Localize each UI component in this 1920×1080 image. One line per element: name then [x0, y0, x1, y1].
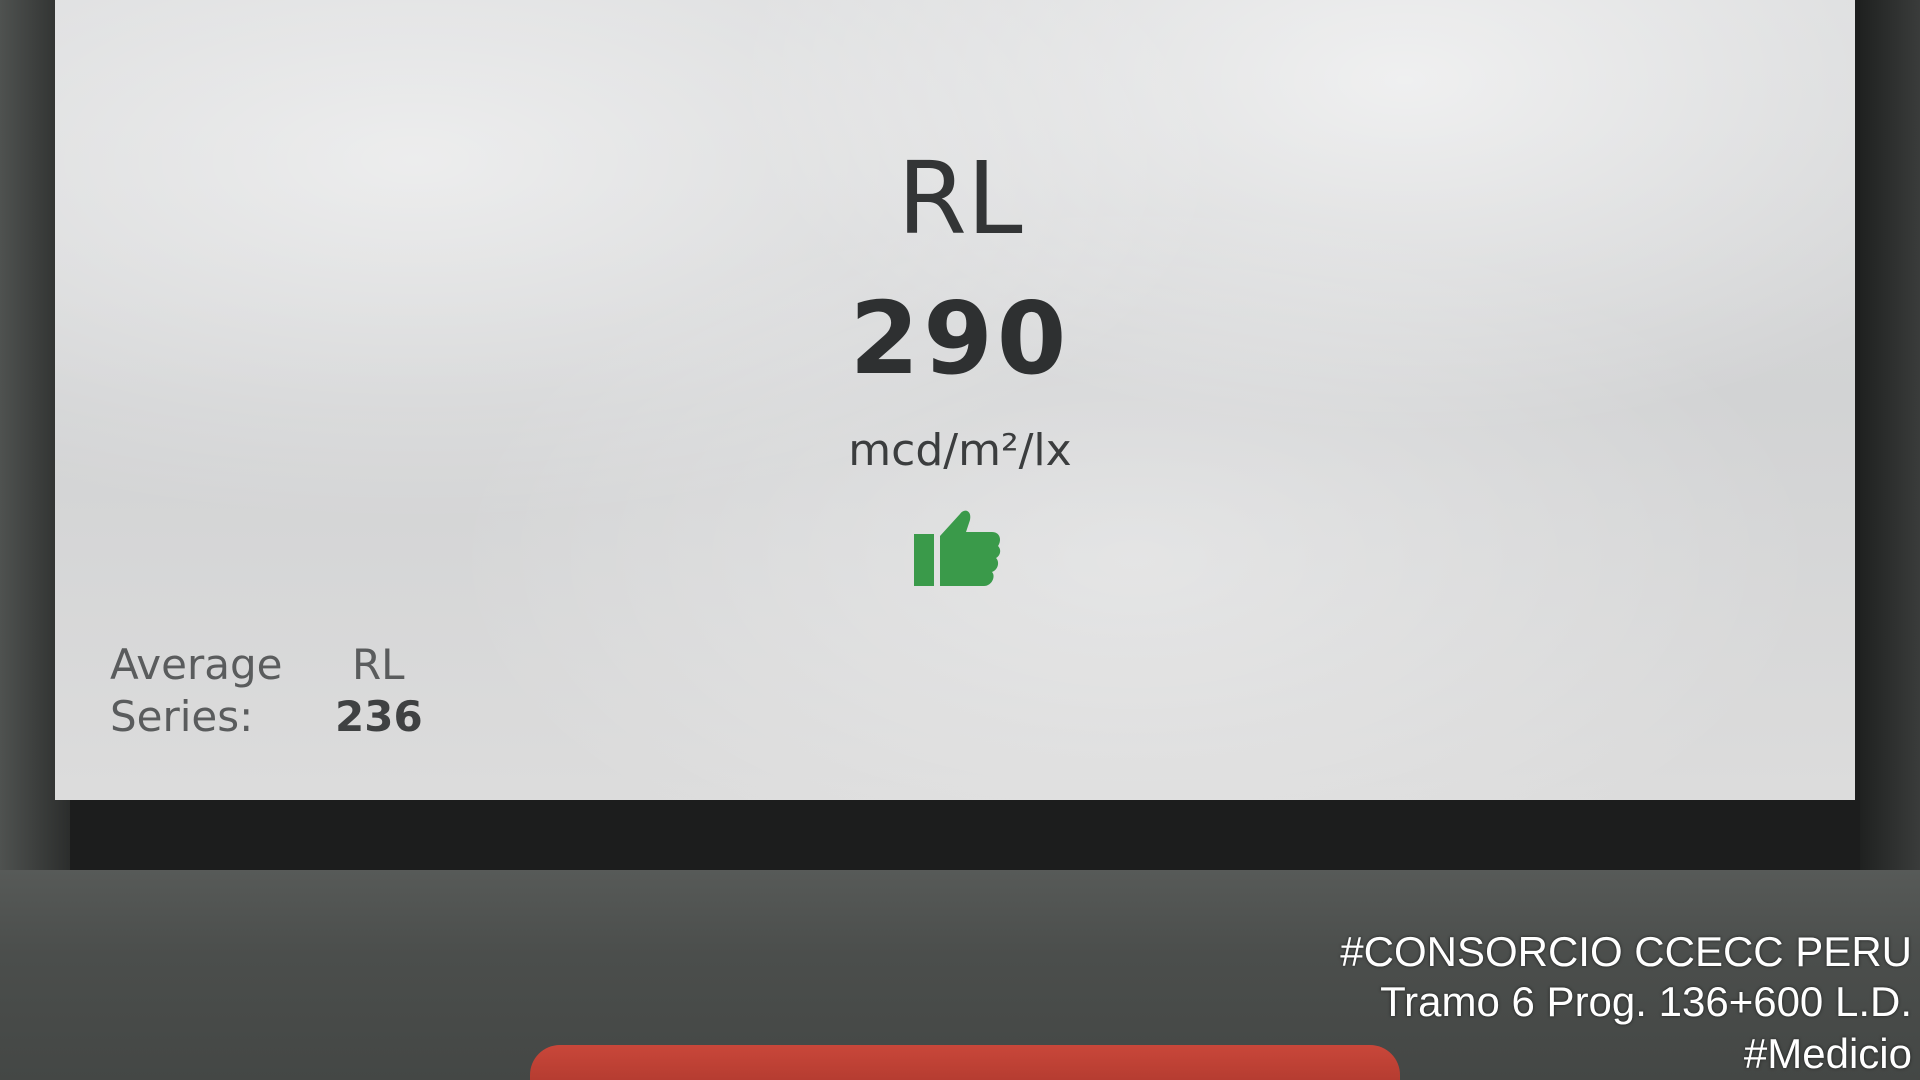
- average-value: 236: [335, 692, 423, 741]
- measurement-value: 290: [849, 280, 1071, 397]
- red-device-button[interactable]: [530, 1045, 1400, 1080]
- device-screen: [55, 0, 1855, 800]
- series-label: Series:: [110, 692, 254, 741]
- average-metric-label: RL: [352, 640, 405, 689]
- measurement-label: RL: [897, 140, 1023, 257]
- watermark-line-3: #Medicio: [1743, 1030, 1912, 1077]
- average-label: Average: [110, 640, 283, 689]
- watermark-line-1: #CONSORCIO CCECC PERU: [1340, 928, 1912, 975]
- watermark-line-2: Tramo 6 Prog. 136+600 L.D.: [1380, 978, 1912, 1025]
- thumbs-up-icon: [914, 510, 1001, 586]
- measurement-unit: mcd/m²/lx: [848, 425, 1072, 476]
- device-right-edge: [1860, 0, 1920, 900]
